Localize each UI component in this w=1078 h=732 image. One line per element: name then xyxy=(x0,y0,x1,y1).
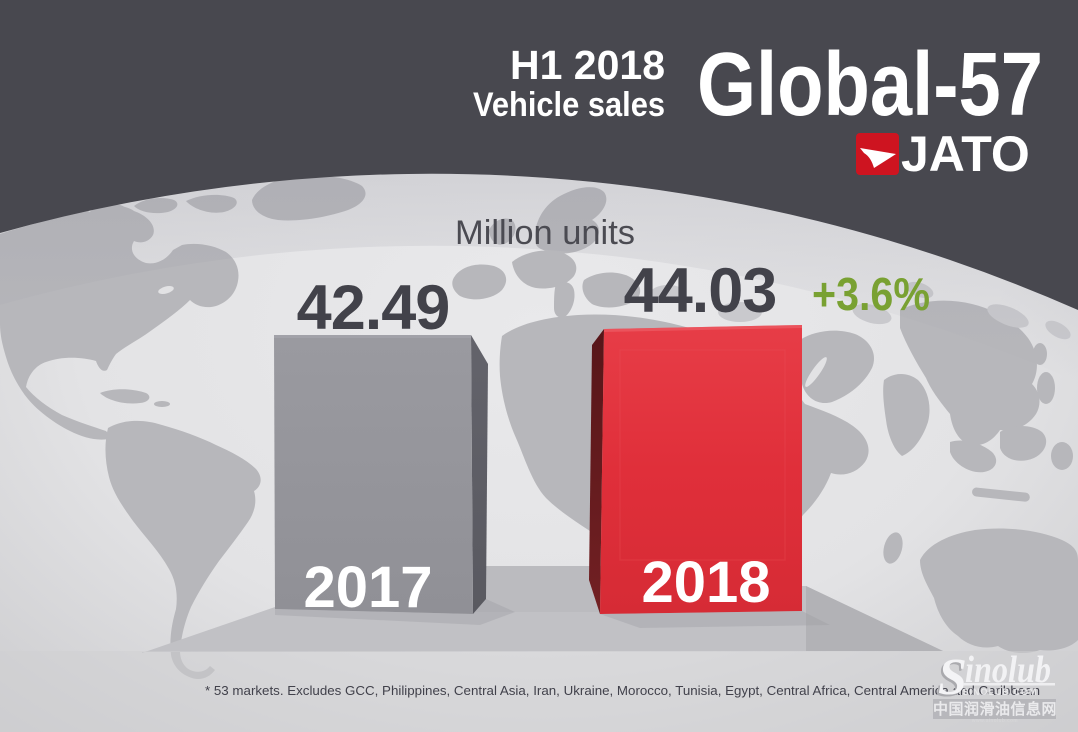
svg-text:SINOLUB.COM: SINOLUB.COM xyxy=(963,687,1038,697)
svg-text:Global-57: Global-57 xyxy=(697,35,1043,135)
svg-text:www.sinolub.com: www.sinolub.com xyxy=(972,718,1018,724)
svg-text:S: S xyxy=(938,649,967,706)
svg-text:2018: 2018 xyxy=(641,550,770,615)
svg-text:44.03: 44.03 xyxy=(624,256,777,326)
svg-text:中国润滑油信息网: 中国润滑油信息网 xyxy=(933,700,1057,718)
svg-text:JATO: JATO xyxy=(901,126,1030,182)
svg-text:42.49: 42.49 xyxy=(297,273,450,343)
svg-text:* 53 markets. Excludes GCC, Ph: * 53 markets. Excludes GCC, Philippines,… xyxy=(205,683,1040,698)
svg-text:H1 2018: H1 2018 xyxy=(510,42,665,88)
svg-text:+3.6%: +3.6% xyxy=(812,268,930,320)
svg-text:2017: 2017 xyxy=(303,555,432,620)
svg-text:Million units: Million units xyxy=(455,214,635,252)
svg-text:S: S xyxy=(936,651,965,708)
svg-text:Vehicle sales: Vehicle sales xyxy=(473,86,665,124)
